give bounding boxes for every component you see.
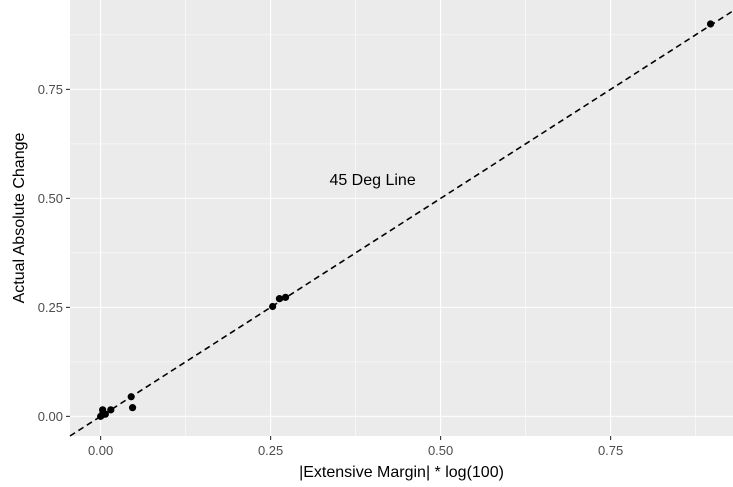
data-point: [107, 406, 115, 414]
y-tick-label: 0.50: [38, 191, 63, 206]
data-point: [706, 20, 715, 28]
annotation-45-deg-line: 45 Deg Line: [329, 172, 415, 189]
y-axis-title: Actual Absolute Change: [11, 133, 28, 304]
axes: 0.00 0.25 0.50 0.75 0.00 0.25 0.50 0.75: [38, 82, 624, 458]
data-point: [275, 295, 284, 303]
data-points: [97, 20, 715, 420]
grid: [70, 0, 733, 436]
x-tick-label: 0.00: [88, 443, 113, 458]
data-point: [269, 302, 277, 311]
x-tick-label: 0.25: [258, 443, 283, 458]
x-axis-title: |Extensive Margin| * log(100): [299, 464, 504, 481]
data-point: [281, 293, 290, 301]
data-point: [128, 404, 137, 412]
plot-panel: [70, 0, 733, 436]
x-tick-label: 0.50: [428, 443, 453, 458]
reference-line-group: [69, 10, 733, 437]
y-tick-label: 0.25: [38, 300, 63, 315]
y-tick-label: 0.00: [38, 409, 63, 424]
x-tick-label: 0.75: [598, 443, 623, 458]
data-point: [127, 393, 135, 401]
y-tick-label: 0.75: [38, 82, 63, 97]
reference-line-45-deg: [69, 10, 733, 437]
data-point: [101, 410, 109, 418]
